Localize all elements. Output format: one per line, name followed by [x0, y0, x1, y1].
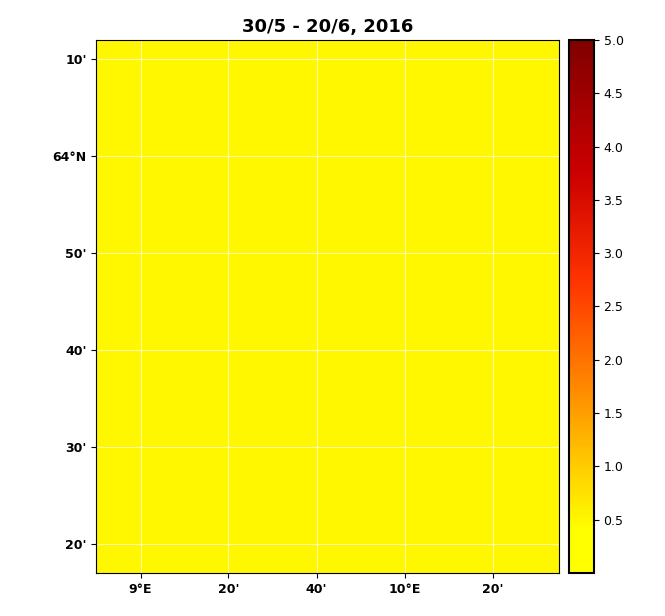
Title: 30/5 - 20/6, 2016: 30/5 - 20/6, 2016 — [242, 18, 413, 36]
